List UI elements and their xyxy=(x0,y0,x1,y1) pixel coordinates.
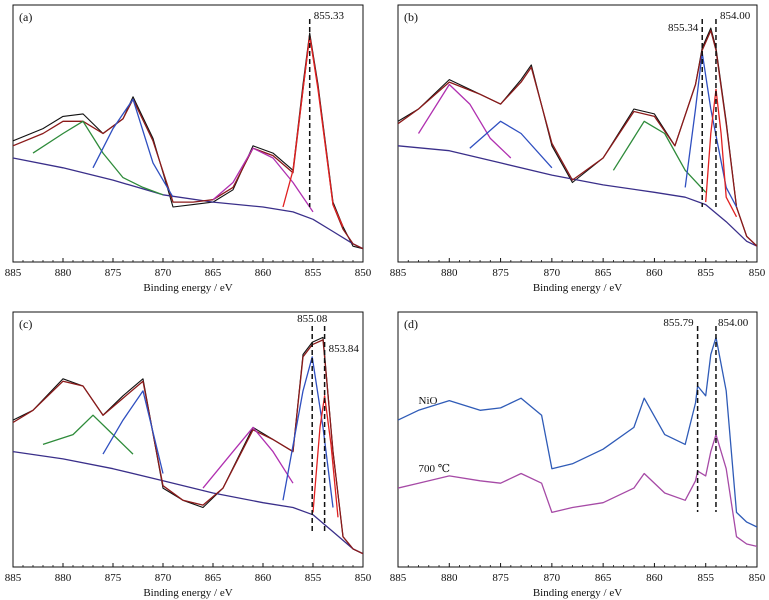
x-axis-label: Binding energy / eV xyxy=(533,587,622,599)
annotation-label: 855.33 xyxy=(314,10,345,22)
curves xyxy=(398,336,757,548)
x-tick-label: 855 xyxy=(697,572,714,584)
x-tick-label: 860 xyxy=(646,267,663,279)
x-tick-label: 880 xyxy=(55,267,72,279)
x-tick-label: 870 xyxy=(155,572,172,584)
annotation-label: 855.34 xyxy=(668,22,699,34)
x-tick-label: 860 xyxy=(646,572,663,584)
annotation-label: 854.00 xyxy=(718,317,749,329)
x-tick-label: 885 xyxy=(390,267,407,279)
x-tick-label: 870 xyxy=(544,572,561,584)
x-tick-label: 860 xyxy=(255,267,272,279)
series-label: 700 ℃ xyxy=(419,463,451,475)
x-tick-label: 875 xyxy=(492,267,509,279)
x-tick-label: 850 xyxy=(749,572,766,584)
envelope-curve-3 xyxy=(13,339,363,555)
x-tick-label: 855 xyxy=(305,267,322,279)
component-curve-8 xyxy=(705,88,738,218)
envelope-curve-3 xyxy=(398,29,757,247)
envelope-curve-3 xyxy=(13,34,363,250)
component-curve-7 xyxy=(282,356,334,508)
x-tick-label: 850 xyxy=(355,572,372,584)
x-tick-label: 875 xyxy=(105,267,122,279)
x-tick-label: 865 xyxy=(595,572,612,584)
component-curve-5 xyxy=(102,390,164,474)
x-tick-label: 880 xyxy=(55,572,72,584)
series-curve-1 xyxy=(398,336,757,528)
x-tick-label: 875 xyxy=(492,572,509,584)
plot-frame xyxy=(397,4,758,263)
component-curve-4 xyxy=(417,83,512,159)
panel-3: 885 880 875 870 865 860 855 850 Binding energy /… xyxy=(5,311,372,599)
annotation-label: 853.84 xyxy=(329,343,360,355)
x-tick-label: 880 xyxy=(441,572,458,584)
x-tick-label: 865 xyxy=(595,267,612,279)
annotation-label: 854.00 xyxy=(720,10,751,22)
component-curve-6 xyxy=(92,98,174,198)
background-curve-2 xyxy=(13,450,363,555)
component-curve-6 xyxy=(612,120,707,193)
component-curve-4 xyxy=(42,414,134,455)
series-label: NiO xyxy=(419,395,438,407)
panel-label: (b) xyxy=(404,10,418,24)
x-axis-label: Binding energy / eV xyxy=(143,282,232,294)
panel-label: (a) xyxy=(19,10,32,24)
raw-curve-1 xyxy=(13,32,363,250)
curves xyxy=(13,336,363,555)
background-curve-2 xyxy=(398,145,757,247)
component-curve-4 xyxy=(212,147,314,213)
component-curve-7 xyxy=(684,52,738,208)
annotation-label: 855.08 xyxy=(297,313,328,325)
x-tick-label: 850 xyxy=(355,267,372,279)
x-tick-label: 865 xyxy=(205,572,222,584)
x-tick-label: 875 xyxy=(105,572,122,584)
series-curve-2 xyxy=(398,433,757,548)
x-axis-label: Binding energy / eV xyxy=(533,282,622,294)
curves xyxy=(13,32,363,250)
component-curve-5 xyxy=(32,120,164,196)
x-tick-label: 885 xyxy=(390,572,407,584)
panel-1: 885 880 875 870 865 860 855 850 Binding energy /… xyxy=(5,4,372,294)
annotation-label: 855.79 xyxy=(663,317,694,329)
component-curve-7 xyxy=(282,34,344,227)
curves xyxy=(398,27,757,247)
x-tick-label: 855 xyxy=(697,267,714,279)
panel-label: (c) xyxy=(19,317,32,331)
x-tick-label: 865 xyxy=(205,267,222,279)
component-curve-5 xyxy=(469,120,553,169)
background-curve-2 xyxy=(13,157,363,250)
x-tick-label: 855 xyxy=(305,572,322,584)
x-axis-label: Binding energy / eV xyxy=(143,587,232,599)
x-tick-label: 870 xyxy=(544,267,561,279)
x-tick-label: 850 xyxy=(749,267,766,279)
x-tick-label: 885 xyxy=(5,572,22,584)
x-tick-label: 880 xyxy=(441,267,458,279)
panel-label: (d) xyxy=(404,317,418,331)
panel-2: 885 880 875 870 865 860 855 850 Binding energy /… xyxy=(390,4,766,294)
x-tick-label: 885 xyxy=(5,267,22,279)
plot-frame xyxy=(12,4,364,263)
component-curve-8 xyxy=(312,395,339,518)
x-tick-label: 860 xyxy=(255,572,272,584)
component-curve-6 xyxy=(202,426,294,489)
raw-curve-1 xyxy=(13,336,363,555)
x-tick-label: 870 xyxy=(155,267,172,279)
plot-frame xyxy=(397,311,758,568)
plot-frame xyxy=(12,311,364,568)
panel-4: 885 880 875 870 865 860 855 850 Binding energy /… xyxy=(390,311,766,599)
